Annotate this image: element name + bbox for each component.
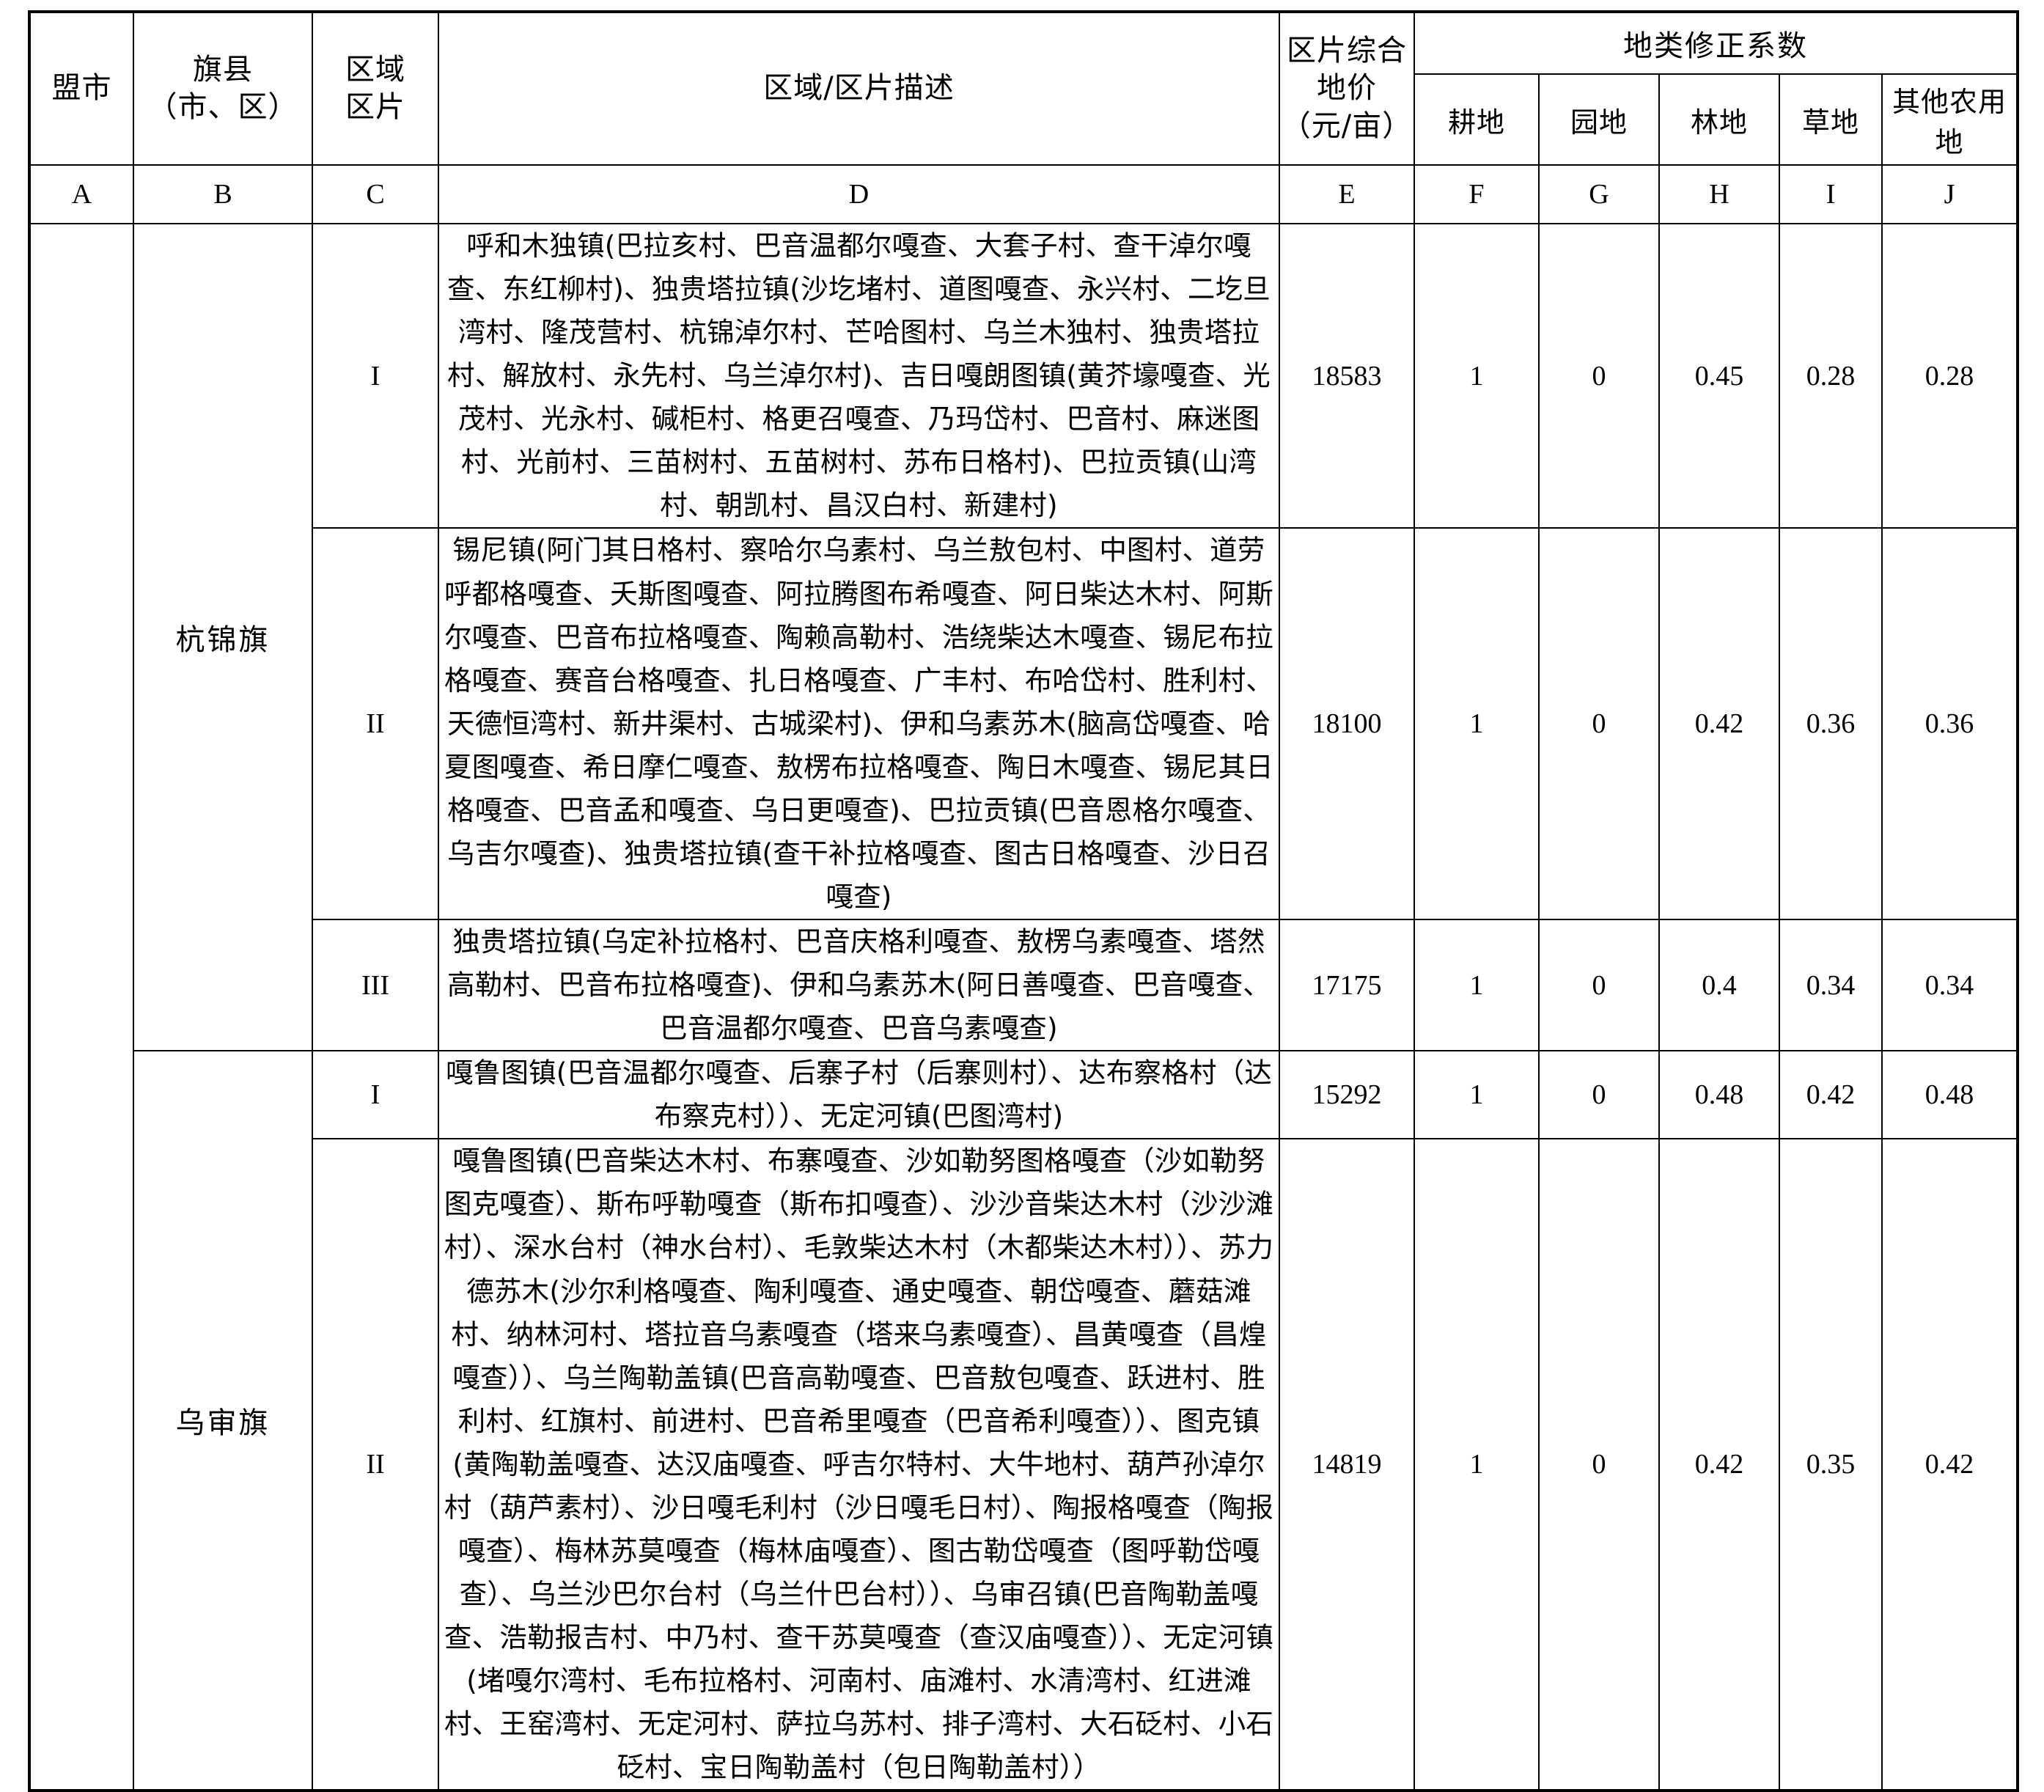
- header-sub-forest: 林地: [1658, 73, 1780, 166]
- header-col-c: 区域 区片: [312, 11, 439, 166]
- cell-county-hangjin: 杭锦旗: [133, 222, 313, 1052]
- header-sub-grass: 草地: [1779, 73, 1883, 166]
- header-letter-f: F: [1413, 164, 1540, 224]
- header-letter-c: C: [312, 164, 439, 224]
- header-col-b-line1: 旗县: [193, 52, 253, 87]
- cell-coef-farmland: 1: [1413, 1050, 1540, 1140]
- cell-coef-forest: 0.42: [1658, 1138, 1780, 1792]
- header-sub-grass-label: 草地: [1801, 106, 1859, 139]
- header-group-coefficients: 地类修正系数: [1413, 10, 2018, 76]
- cell-price: 18583: [1279, 222, 1415, 529]
- cell-coef-forest: 0.4: [1658, 918, 1780, 1052]
- land-price-table: 盟市 旗县 （市、区） 区域 区片 区域/区片描述 区片综合 地价 （元/亩）: [28, 10, 2019, 1792]
- cell-coef-forest: 0.45: [1658, 222, 1780, 529]
- cell-coef-grass: 0.28: [1779, 222, 1883, 529]
- header-letter-g: G: [1538, 164, 1660, 224]
- table-row: II 嘎鲁图镇(巴音柴达木村、布寨嘎查、沙如勒努图格嘎查（沙如勒努图克嘎查）、斯…: [29, 1138, 2018, 1792]
- cell-coef-farmland: 1: [1413, 222, 1540, 529]
- cell-coef-other: 0.42: [1881, 1138, 2018, 1792]
- cell-coef-other: 0.36: [1881, 527, 2018, 920]
- cell-county-wushen: 乌审旗: [133, 1050, 313, 1792]
- table-header-row-letters: A B C D E F G H I J: [29, 164, 2018, 224]
- header-sub-other: 其他农用地: [1881, 73, 2018, 166]
- header-letter-d: D: [438, 164, 1280, 224]
- table-row: 乌审旗 I 嘎鲁图镇(巴音温都尔嘎查、后寨子村（后寨则村）、达布察格村（达布察克…: [29, 1050, 2018, 1792]
- header-letter-a: A: [29, 164, 134, 224]
- cell-coef-garden: 0: [1538, 1138, 1660, 1792]
- cell-zone: II: [312, 527, 439, 920]
- header-sub-farmland: 耕地: [1413, 73, 1540, 166]
- cell-coef-farmland: 1: [1413, 918, 1540, 1052]
- header-sub-other-label: 其他农用地: [1892, 86, 2007, 159]
- header-sub-garden-label: 园地: [1570, 106, 1628, 139]
- cell-description: 嘎鲁图镇(巴音柴达木村、布寨嘎查、沙如勒努图格嘎查（沙如勒努图克嘎查）、斯布呼勒…: [438, 1138, 1280, 1792]
- cell-price: 17175: [1279, 918, 1415, 1052]
- cell-coef-farmland: 1: [1413, 1138, 1540, 1792]
- cell-coef-grass: 0.42: [1779, 1050, 1883, 1140]
- cell-league-city: [29, 222, 134, 1792]
- header-col-c-line1: 区域: [345, 52, 405, 87]
- table-header-row-sub: 耕地 园地 林地 草地 其他农用地: [29, 73, 2018, 166]
- header-letter-h: H: [1658, 164, 1780, 224]
- header-col-b-line2: （市、区）: [147, 90, 298, 124]
- header-col-c-line2: 区片: [345, 90, 405, 124]
- header-sub-garden: 园地: [1538, 73, 1660, 166]
- cell-description: 嘎鲁图镇(巴音温都尔嘎查、后寨子村（后寨则村）、达布察格村（达布察克村））、无定…: [438, 1050, 1280, 1140]
- header-col-d: 区域/区片描述: [438, 11, 1280, 166]
- header-letter-e: E: [1279, 164, 1415, 224]
- cell-description: 锡尼镇(阿门其日格村、察哈尔乌素村、乌兰敖包村、中图村、道劳呼都格嘎查、夭斯图嘎…: [438, 527, 1280, 920]
- cell-price: 15292: [1279, 1050, 1415, 1140]
- cell-coef-forest: 0.42: [1658, 527, 1780, 920]
- cell-coef-garden: 0: [1538, 918, 1660, 1052]
- cell-price: 18100: [1279, 527, 1415, 920]
- cell-zone: I: [312, 1050, 439, 1140]
- cell-zone: I: [312, 222, 439, 529]
- header-col-e-line2: 地价: [1317, 71, 1377, 106]
- header-group-coefficients-label: 地类修正系数: [1623, 29, 1808, 64]
- table-row: 杭锦旗 I 呼和木独镇(巴拉亥村、巴音温都尔嘎查、大套子村、查干淖尔嘎查、东红柳…: [29, 222, 2018, 1792]
- cell-zone: II: [312, 1138, 439, 1792]
- table-row: II 锡尼镇(阿门其日格村、察哈尔乌素村、乌兰敖包村、中图村、道劳呼都格嘎查、夭…: [29, 527, 2018, 920]
- cell-coef-grass: 0.34: [1779, 918, 1883, 1052]
- cell-description: 独贵塔拉镇(乌定补拉格村、巴音庆格利嘎查、敖楞乌素嘎查、塔然高勒村、巴音布拉格嘎…: [438, 918, 1280, 1052]
- header-letter-i: I: [1779, 164, 1883, 224]
- cell-coef-other: 0.34: [1881, 918, 2018, 1052]
- header-col-d-label: 区域/区片描述: [763, 71, 955, 106]
- header-col-b: 旗县 （市、区）: [133, 11, 313, 166]
- header-col-e-line1: 区片综合: [1287, 34, 1407, 68]
- cell-description: 呼和木独镇(巴拉亥村、巴音温都尔嘎查、大套子村、查干淖尔嘎查、东红柳村)、独贵塔…: [438, 222, 1280, 529]
- header-sub-farmland-label: 耕地: [1447, 106, 1505, 139]
- cell-coef-farmland: 1: [1413, 527, 1540, 920]
- cell-coef-grass: 0.36: [1779, 527, 1883, 920]
- cell-coef-garden: 0: [1538, 222, 1660, 529]
- table-row: III 独贵塔拉镇(乌定补拉格村、巴音庆格利嘎查、敖楞乌素嘎查、塔然高勒村、巴音…: [29, 918, 2018, 1052]
- header-col-e: 区片综合 地价 （元/亩）: [1279, 11, 1415, 166]
- header-col-a-label: 盟市: [51, 71, 112, 106]
- cell-zone: III: [312, 918, 439, 1052]
- header-letter-j: J: [1881, 164, 2018, 224]
- cell-coef-forest: 0.48: [1658, 1050, 1780, 1140]
- cell-price: 14819: [1279, 1138, 1415, 1792]
- header-col-e-line3: （元/亩）: [1281, 109, 1413, 143]
- cell-coef-garden: 0: [1538, 1050, 1660, 1140]
- cell-coef-other: 0.28: [1881, 222, 2018, 529]
- table-header-row-main: 盟市 旗县 （市、区） 区域 区片 区域/区片描述 区片综合 地价 （元/亩）: [29, 10, 2018, 166]
- header-col-a: 盟市: [29, 11, 134, 166]
- header-letter-b: B: [133, 164, 313, 224]
- cell-coef-other: 0.48: [1881, 1050, 2018, 1140]
- land-price-table-sheet: 盟市 旗县 （市、区） 区域 区片 区域/区片描述 区片综合 地价 （元/亩）: [28, 10, 2019, 1792]
- cell-coef-garden: 0: [1538, 527, 1660, 920]
- header-sub-forest-label: 林地: [1690, 106, 1748, 139]
- cell-coef-grass: 0.35: [1779, 1138, 1883, 1792]
